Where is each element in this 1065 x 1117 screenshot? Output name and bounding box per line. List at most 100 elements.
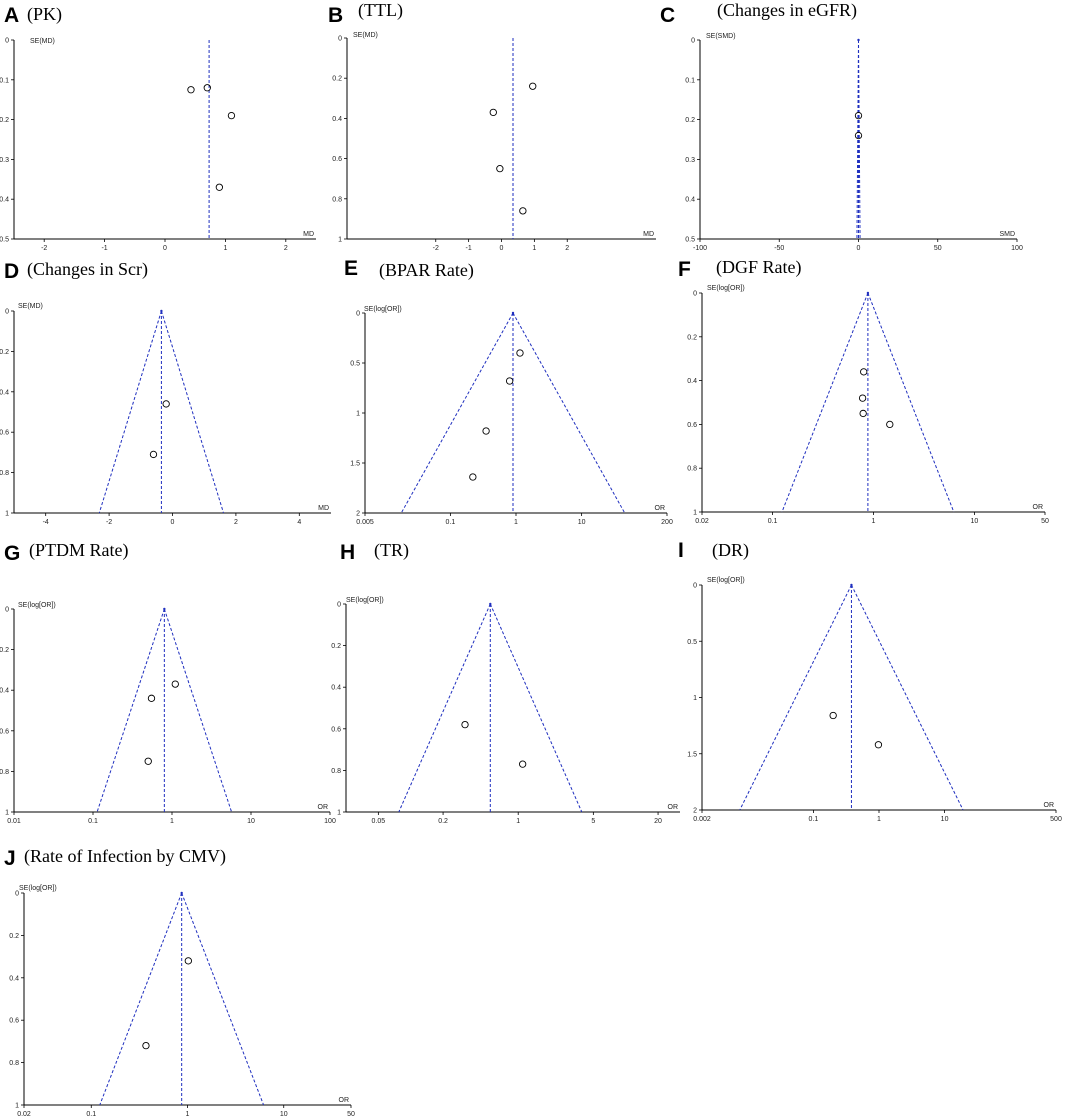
x-axis-title: OR (318, 804, 329, 811)
y-tick-label: 0.2 (9, 933, 19, 940)
y-tick-label: 0.6 (332, 156, 342, 163)
y-tick-label: 0 (5, 38, 9, 45)
y-tick-label: 1.5 (350, 461, 360, 468)
study-point (829, 711, 837, 720)
study-point (854, 131, 863, 140)
y-tick-label: 0.5 (0, 237, 9, 244)
x-tick-label: 0 (163, 245, 167, 252)
y-tick-label: 0.4 (685, 197, 695, 204)
y-tick-label: 0.6 (0, 430, 9, 437)
y-tick-label: 0.1 (0, 77, 9, 84)
x-tick-label: 2 (284, 245, 288, 252)
study-point (874, 741, 883, 749)
y-tick-label: 0.2 (331, 643, 341, 650)
study-point (227, 111, 236, 120)
x-tick-label: 0.01 (7, 818, 21, 825)
x-axis-title: OR (1033, 504, 1044, 511)
x-axis-title: OR (655, 505, 666, 512)
y-axis-title: SE(SMD) (706, 33, 736, 40)
y-tick-label: 1 (356, 411, 360, 418)
y-tick-label: 0 (693, 291, 697, 298)
y-tick-label: 0 (5, 607, 9, 614)
study-point (171, 680, 179, 688)
y-tick-label: 0.5 (350, 361, 360, 368)
x-tick-label: 1 (532, 245, 536, 252)
x-tick-label: 1 (872, 518, 876, 525)
funnel-apex (489, 602, 492, 606)
study-point (529, 82, 537, 90)
funnel-apex (866, 291, 870, 295)
x-tick-label: 20 (654, 818, 662, 825)
study-point (860, 368, 868, 376)
funnel-right-limit (163, 608, 233, 813)
y-axis-title: SE(log[OR]) (707, 577, 745, 584)
y-tick-label: 0.3 (0, 157, 9, 164)
x-tick-label: -2 (106, 519, 112, 526)
x-tick-label: 4 (297, 519, 301, 526)
x-tick-label: 50 (934, 245, 942, 252)
y-tick-label: 0.2 (0, 349, 9, 356)
x-tick-label: 0.002 (693, 816, 711, 823)
study-point (516, 349, 524, 357)
x-tick-label: 1 (170, 818, 174, 825)
y-tick-label: 0.8 (0, 769, 9, 776)
y-tick-label: 0 (691, 38, 695, 45)
panel-letter: I (678, 539, 684, 562)
y-tick-label: 0 (338, 36, 342, 43)
y-tick-label: 1 (693, 510, 697, 517)
x-tick-label: 0 (500, 245, 504, 252)
x-tick-label: 10 (280, 1111, 288, 1117)
funnel-right-limit (181, 892, 265, 1106)
y-tick-label: 0.3 (685, 157, 695, 164)
funnel-right-limit (867, 292, 955, 513)
x-tick-label: -1 (101, 245, 107, 252)
funnel-left-limit (400, 312, 514, 514)
y-tick-label: 0.2 (332, 76, 342, 83)
x-tick-label: 0.1 (88, 818, 98, 825)
funnel-left-limit (398, 603, 491, 813)
x-tick-label: 1 (514, 519, 518, 526)
funnel-right-limit (858, 39, 861, 240)
panel-letter: A (4, 4, 19, 27)
x-tick-label: 0 (171, 519, 175, 526)
panel-letter: J (4, 847, 16, 870)
x-tick-label: 0.1 (446, 519, 456, 526)
panel-h: H (TR) 0 0.2 0.4 0.6 0.8 1 0.05 0.2 1 5 20 SE(log[OR]… (331, 540, 680, 825)
y-tick-label: 0.4 (331, 685, 341, 692)
study-point (505, 377, 514, 385)
funnel-left-limit (856, 39, 859, 240)
y-tick-label: 0.2 (685, 117, 695, 124)
x-axis-title: OR (339, 1097, 350, 1104)
panel-i: I (DR) 0 0.5 1 1.5 20.002 0.1 1 10 500 SE(log[OR]) O… (678, 539, 1062, 823)
panel-letter: E (344, 257, 358, 280)
funnel-left-limit (96, 608, 165, 813)
y-axis-title: SE(MD) (18, 303, 43, 310)
funnel-apex (180, 891, 183, 895)
panel-title: (TR) (374, 540, 409, 561)
x-tick-label: 2 (565, 245, 569, 252)
panel-letter: H (340, 541, 355, 564)
panel-c: C (Changes in eGFR) 0 0.1 0.2 0.3 0.4 0.5-100 -5… (660, 0, 1023, 252)
panel-title: (PK) (27, 4, 62, 25)
panel-letter: G (4, 542, 20, 565)
x-tick-label: -100 (693, 245, 707, 252)
y-axis-title: SE(log[OR]) (19, 885, 57, 892)
x-tick-label: 0.1 (809, 816, 819, 823)
panel-j: J (Rate of Infection by CMV) 0 0.2 0.4 0.6 0.8… (4, 846, 355, 1117)
y-tick-label: 0.8 (332, 196, 342, 203)
x-tick-label: 500 (1050, 816, 1062, 823)
study-point (854, 111, 863, 120)
funnel-left-limit (781, 292, 869, 513)
study-point (489, 108, 497, 117)
y-tick-label: 0.6 (0, 728, 9, 735)
x-tick-label: -2 (433, 245, 439, 252)
panel-letter: F (678, 258, 691, 281)
x-axis-title: OR (668, 804, 679, 811)
study-point (858, 394, 867, 402)
x-tick-label: 0.005 (356, 519, 374, 526)
study-point (162, 400, 170, 408)
funnel-right-limit (160, 310, 225, 514)
funnel-apex (857, 38, 860, 42)
x-axis-title: MD (318, 505, 329, 512)
